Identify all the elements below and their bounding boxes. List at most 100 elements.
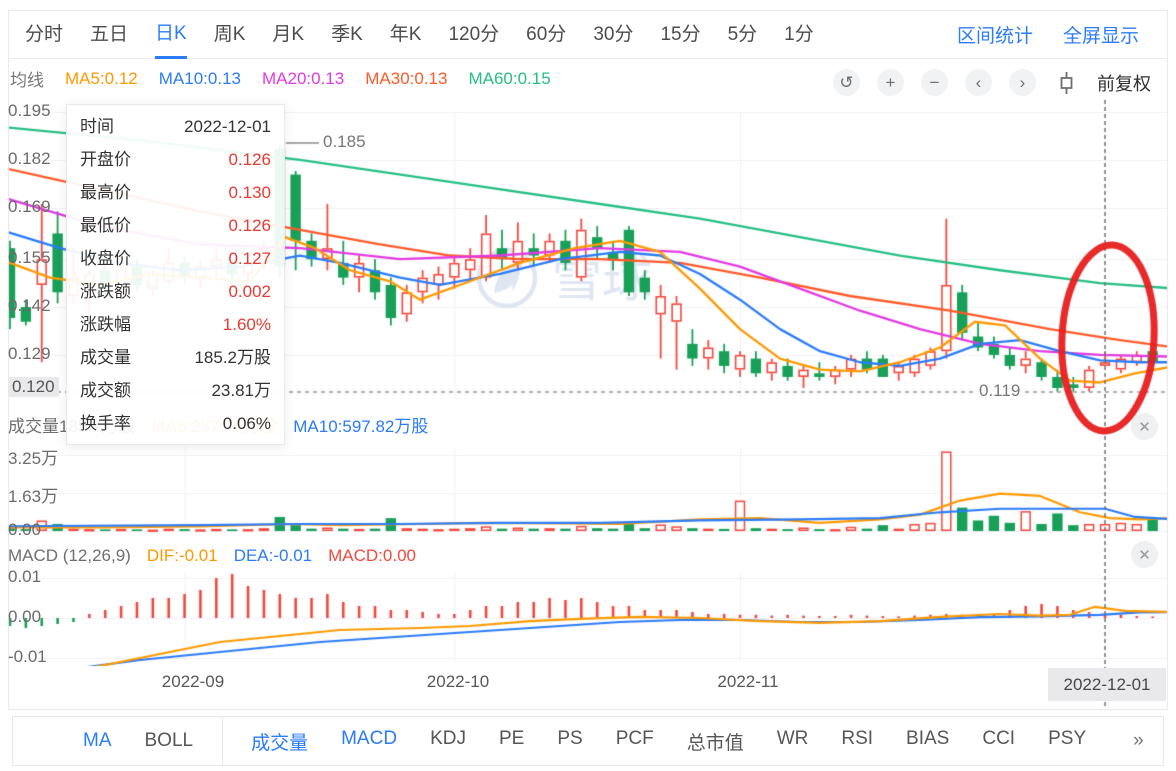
zoom-out-icon[interactable]: −: [921, 69, 948, 96]
ma-legend-items: MA5:0.12 MA10:0.13 MA20:0.13 MA30:0.13 MA60:…: [65, 69, 551, 89]
tooltip-row-value: 185.2万股: [194, 348, 271, 367]
indicator-tab-MA[interactable]: MA: [83, 730, 112, 751]
tooltip-row-value: 2022-12-01: [184, 117, 271, 136]
period-tab-5分[interactable]: 5分: [727, 24, 758, 45]
macd-axis-label: 0.00: [8, 607, 42, 626]
indicator-tab-PSY[interactable]: PSY: [1048, 727, 1087, 749]
indicator-tab-PS[interactable]: PS: [557, 727, 583, 749]
indicator-tab-BIAS[interactable]: BIAS: [906, 727, 950, 749]
period-tab-分时[interactable]: 分时: [25, 24, 64, 45]
period-tab-1分[interactable]: 1分: [784, 24, 814, 45]
macd-dif-label: DIF:-0.01: [146, 546, 218, 565]
period-tab-年K[interactable]: 年K: [389, 24, 422, 45]
price-axis-label: 0.169: [8, 197, 51, 216]
date-axis-label: 2022-11: [717, 672, 779, 691]
price-axis-label: 0.129: [8, 344, 51, 363]
period-tab-五日[interactable]: 五日: [90, 24, 129, 45]
fullscreen-link[interactable]: 全屏显示: [1062, 26, 1139, 47]
period-tab-季K[interactable]: 季K: [331, 24, 363, 45]
close-macd-pane-icon[interactable]: ✕: [1131, 541, 1158, 568]
tooltip-row-label: 时间: [80, 117, 114, 136]
tooltip-row-label: 收盘价: [80, 249, 131, 268]
tooltip-row: 时间 2022-12-01: [67, 110, 284, 143]
date-axis-label: 2022-12-01: [1048, 668, 1166, 701]
macd-value-label: MACD:0.00: [328, 546, 416, 565]
marked-high-label: 0.185: [323, 132, 366, 151]
tooltip-row: 最低价 0.126: [67, 209, 284, 242]
price-axis-label: 0.120: [8, 377, 59, 397]
ma-legend: 均线 MA5:0.12 MA10:0.13 MA20:0.13 MA30:0.13 MA…: [10, 66, 551, 91]
ma-legend-item: MA20:0.13: [262, 68, 345, 88]
pan-right-icon[interactable]: ›: [1009, 69, 1036, 96]
period-tab-月K[interactable]: 月K: [272, 24, 305, 45]
period-tab-60分[interactable]: 60分: [526, 24, 567, 45]
date-axis-label: 2022-09: [161, 672, 225, 691]
tooltip-row: 换手率 0.06%: [67, 407, 284, 440]
indicator-tab-成交量[interactable]: 成交量: [251, 732, 309, 754]
tabbar-divider: [222, 717, 224, 765]
marked-low-label: 0.119: [976, 381, 1024, 401]
date-axis-label: 2022-10: [426, 672, 490, 691]
tooltip-row: 最高价 0.130: [67, 176, 284, 209]
tooltip-row-value: 1.60%: [222, 315, 271, 334]
tooltip-row-value: 23.81万: [211, 381, 271, 400]
indicator-tab-总市值[interactable]: 总市值: [686, 732, 744, 754]
indicator-tab-CCI[interactable]: CCI: [982, 727, 1016, 749]
period-tabbar: 分时 五日 日K 周K 月K 季K 年K 120分 60分 30分 15分 5分 1分 区间统计 全屏显…: [9, 11, 1167, 59]
period-tab-周K[interactable]: 周K: [213, 24, 246, 45]
chart-toolbar: ↺ + − ‹ › 前复权: [833, 69, 1151, 96]
volume-ma10-label: MA10:597.82万股: [293, 417, 429, 436]
indicator-tab-PE[interactable]: PE: [498, 727, 525, 749]
tooltip-row-label: 开盘价: [80, 150, 131, 169]
indicator-tab-KDJ[interactable]: KDJ: [430, 727, 466, 749]
pan-left-icon[interactable]: ‹: [965, 69, 992, 96]
range-stats-link[interactable]: 区间统计: [956, 26, 1033, 47]
tooltip-row: 开盘价 0.126: [67, 143, 284, 176]
period-tab-15分[interactable]: 15分: [660, 24, 701, 45]
tooltip-row-label: 成交量: [80, 348, 131, 367]
tooltip-row: 涨跌额 0.002: [67, 275, 284, 308]
tooltip-row-label: 涨跌额: [80, 282, 131, 301]
period-tab-120分[interactable]: 120分: [448, 24, 500, 45]
overlay-indicator-tabs: MA BOLL: [83, 730, 226, 752]
tooltip-row-label: 最低价: [80, 216, 131, 235]
volume-axis-label: 3.25万: [8, 449, 59, 468]
more-indicators-button[interactable]: »: [1133, 730, 1144, 751]
topbar-links: 区间统计 全屏显示: [957, 21, 1139, 48]
tooltip-row-label: 成交额: [80, 381, 131, 400]
indicator-tab-BOLL[interactable]: BOLL: [144, 730, 194, 751]
period-tab-30分[interactable]: 30分: [593, 24, 634, 45]
tooltip-row-value: 0.002: [228, 282, 271, 301]
ma-legend-item: MA60:0.15: [468, 68, 551, 88]
indicator-tab-MACD[interactable]: MACD: [341, 727, 398, 749]
ohlc-tooltip: 时间 2022-12-01 开盘价 0.126 最高价 0.130 最低价 0.126 收盘价 0…: [66, 104, 285, 445]
tooltip-row: 成交额 23.81万: [67, 374, 284, 407]
pane-indicator-tabs: 成交量 MACD KDJ PE PS PCF 总市值 WR RSI BIAS CCI PSY: [251, 728, 1119, 755]
macd-axis-label: -0.01: [8, 647, 47, 666]
volume-axis-label: 1.63万: [8, 487, 59, 506]
tooltip-row-value: 0.06%: [222, 414, 271, 433]
candle-style-icon[interactable]: [1053, 69, 1080, 96]
volume-axis-label: 0.00: [8, 520, 42, 539]
tooltip-row-value: 0.127: [228, 249, 271, 268]
indicator-tabbar: MA BOLL 成交量 MACD KDJ PE PS PCF 总市值 WR RSI BIAS CCI P…: [12, 716, 1164, 766]
price-axis-label: 0.142: [8, 296, 51, 315]
ma-legend-item: MA30:0.13: [365, 68, 448, 88]
tooltip-row: 收盘价 0.127: [67, 242, 284, 275]
indicator-tab-PCF[interactable]: PCF: [615, 727, 654, 749]
period-tab-日K[interactable]: 日K: [155, 11, 187, 59]
tooltip-row-value: 0.130: [228, 183, 271, 202]
macd-dea-label: DEA:-0.01: [233, 546, 313, 565]
price-axis-label: 0.195: [8, 101, 51, 120]
period-tabs: 分时 五日 日K 周K 月K 季K 年K 120分 60分 30分 15分 5分 1分: [25, 11, 841, 59]
undo-icon[interactable]: ↺: [833, 69, 860, 96]
price-adjust-mode[interactable]: 前复权: [1097, 73, 1151, 94]
indicator-tab-WR[interactable]: WR: [776, 727, 809, 749]
ma-legend-title: 均线: [10, 71, 44, 90]
indicator-tab-RSI[interactable]: RSI: [841, 727, 874, 749]
close-volume-pane-icon[interactable]: ✕: [1131, 413, 1158, 440]
zoom-in-icon[interactable]: +: [877, 69, 904, 96]
tooltip-row-label: 换手率: [80, 414, 131, 433]
macd-pane-header: MACD (12,26,9) DIF:-0.01 DEA:-0.01 MACD:…: [8, 546, 416, 566]
